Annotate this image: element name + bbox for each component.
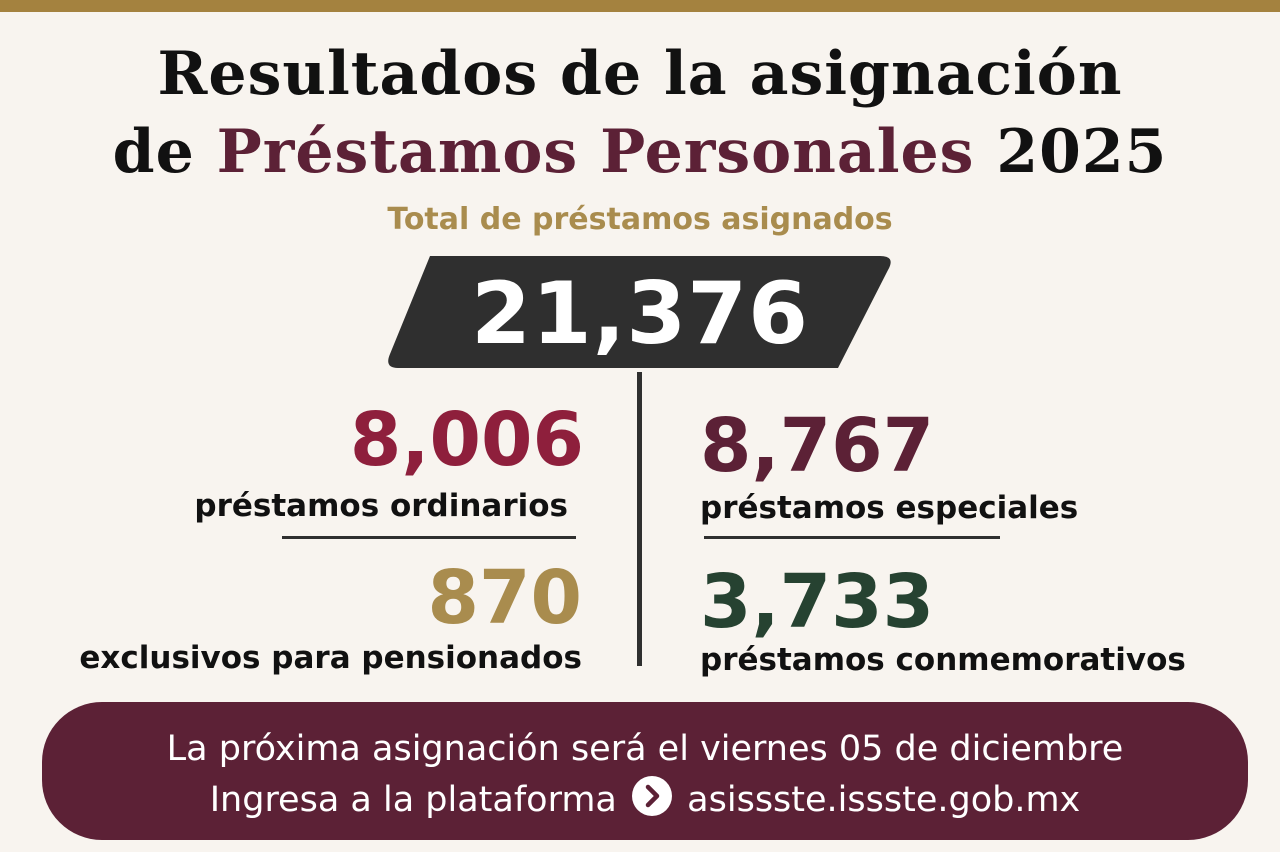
platform-line: Ingresa a la plataforma asissste.issste.… — [42, 776, 1248, 823]
stat-ordinarios-label: préstamos ordinarios — [194, 488, 568, 524]
stat-especiales-label: préstamos especiales — [700, 490, 1079, 526]
next-assignment-text: La próxima asignación será el viernes 05… — [166, 729, 1124, 769]
total-badge — [388, 256, 891, 368]
headline-prefix: de — [112, 117, 217, 187]
headline-year: 2025 — [974, 117, 1168, 187]
stat-pensionados-value: 870 — [427, 555, 582, 641]
stat-pensionados-label: exclusivos para pensionados — [79, 640, 582, 676]
headline-line-2: de Préstamos Personales 2025 — [0, 116, 1280, 188]
total-value: 21,376 — [471, 264, 809, 364]
headline-text-1: Resultados de la asignación — [157, 39, 1123, 109]
chevron-right-circle-icon — [632, 776, 673, 816]
top-accent-bar — [0, 0, 1280, 12]
platform-prefix: Ingresa a la plataforma — [209, 780, 617, 820]
platform-link[interactable]: asissste.issste.gob.mx — [687, 780, 1081, 820]
stat-ordinarios-value: 8,006 — [349, 397, 584, 483]
headline-accent: Préstamos Personales — [216, 117, 975, 187]
headline-line-1: Resultados de la asignación — [0, 38, 1280, 110]
right-divider — [704, 536, 1000, 539]
total-label: Total de préstamos asignados — [387, 202, 893, 237]
next-assignment-banner: La próxima asignación será el viernes 05… — [42, 702, 1248, 840]
stat-especiales-value: 8,767 — [700, 403, 935, 489]
stat-conmemorativos-value: 3,733 — [700, 559, 935, 645]
stat-conmemorativos-label: préstamos conmemorativos — [700, 642, 1186, 678]
vertical-divider — [637, 372, 642, 666]
left-divider — [282, 536, 576, 539]
